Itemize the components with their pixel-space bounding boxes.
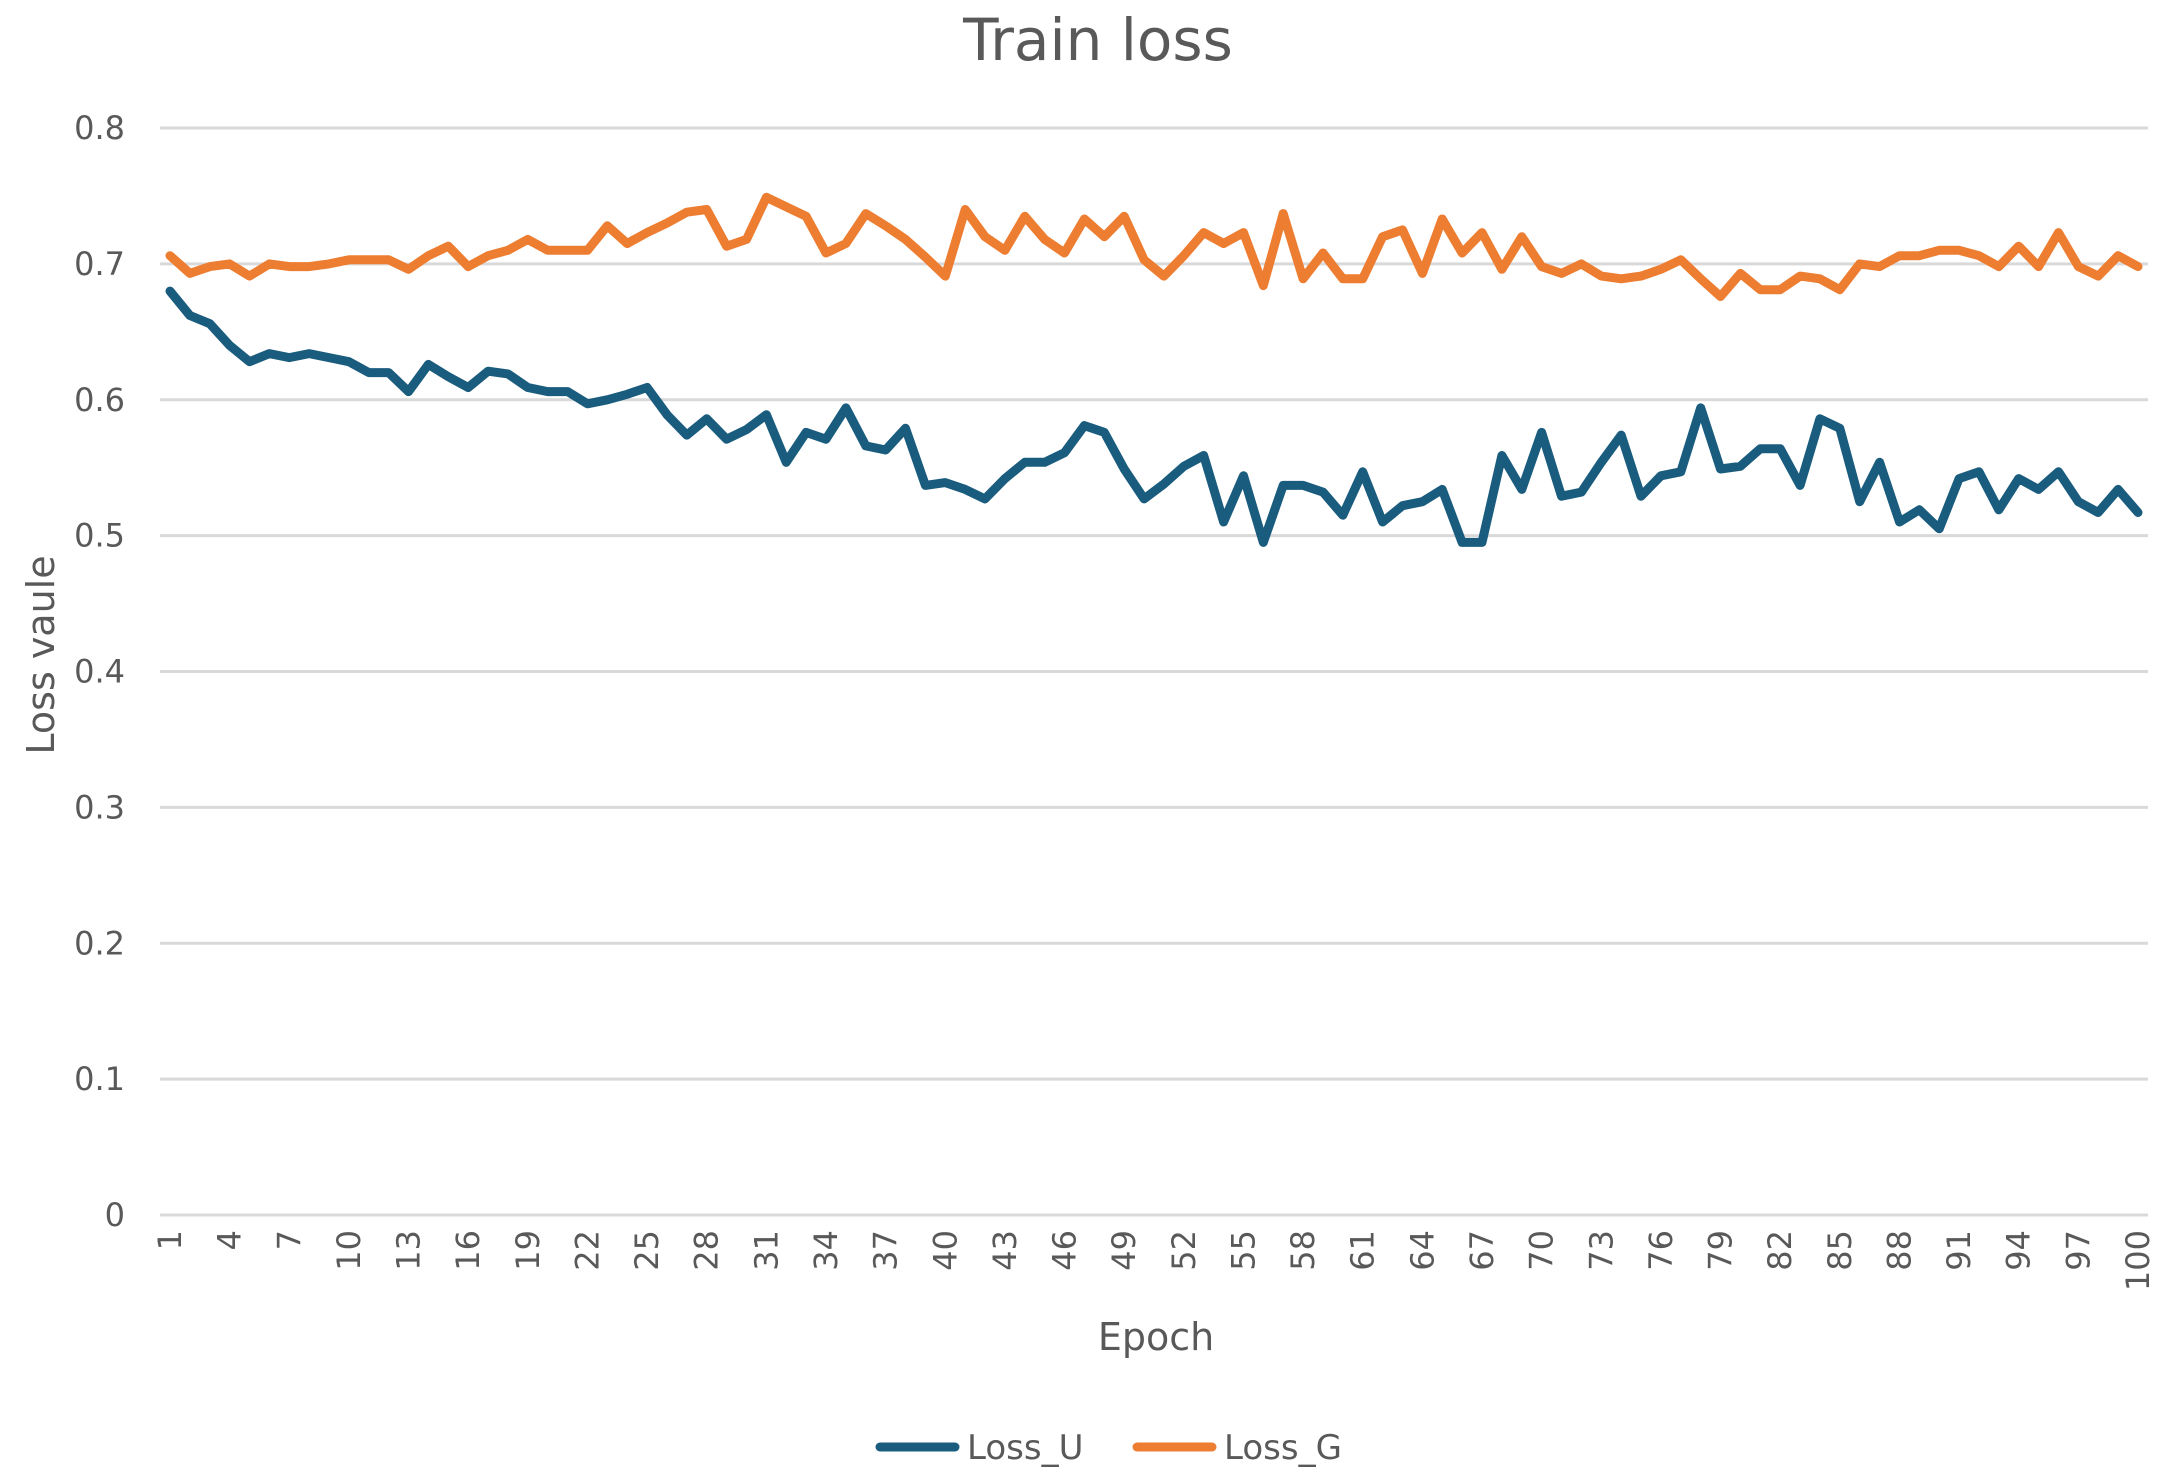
y-tick-label: 0.8 (74, 109, 125, 147)
x-tick-label: 1 (151, 1230, 189, 1250)
legend: Loss_U Loss_G (875, 1428, 1342, 1468)
gridlines (160, 126, 2148, 1217)
x-tick-label: 16 (449, 1230, 487, 1271)
legend-label: Loss_G (1224, 1428, 1342, 1468)
x-tick-label: 55 (1224, 1230, 1262, 1271)
x-axis-ticks: 1 4 7 10 13 16 19 22 25 28 31 34 37 40 43 46 49 52 55 58 61 6… (151, 1230, 2157, 1291)
x-tick-label: 4 (211, 1230, 249, 1250)
y-tick-label: 0.1 (74, 1060, 125, 1098)
x-tick-label: 73 (1582, 1230, 1620, 1271)
series-line-loss-u (165, 286, 2143, 547)
x-tick-label: 43 (986, 1230, 1024, 1271)
x-tick-label: 61 (1344, 1230, 1382, 1271)
x-tick-label: 94 (2000, 1230, 2038, 1271)
y-tick-label: 0.5 (74, 517, 125, 555)
legend-label: Loss_U (967, 1428, 1083, 1468)
x-tick-label: 67 (1463, 1230, 1501, 1271)
x-tick-label: 19 (509, 1230, 547, 1271)
x-tick-label: 91 (1940, 1230, 1978, 1271)
x-tick-label: 28 (688, 1230, 726, 1271)
y-tick-label: 0 (105, 1196, 125, 1234)
x-tick-label: 31 (747, 1230, 785, 1271)
x-tick-label: 100 (2119, 1230, 2157, 1291)
series-lines (165, 192, 2143, 547)
x-tick-label: 64 (1403, 1230, 1441, 1271)
x-tick-label: 46 (1046, 1230, 1084, 1271)
y-axis-ticks: 0 0.1 0.2 0.3 0.4 0.5 0.6 0.7 0.8 (74, 109, 125, 1234)
x-tick-label: 10 (330, 1230, 368, 1271)
x-axis-title: Epoch (1098, 1315, 1214, 1359)
x-tick-label: 49 (1105, 1230, 1143, 1271)
x-tick-label: 22 (568, 1230, 606, 1271)
x-tick-label: 79 (1702, 1230, 1740, 1271)
x-tick-label: 25 (628, 1230, 666, 1271)
x-tick-label: 58 (1284, 1230, 1322, 1271)
x-tick-label: 34 (807, 1230, 845, 1271)
x-tick-label: 88 (1880, 1230, 1918, 1271)
x-tick-label: 40 (926, 1230, 964, 1271)
y-tick-label: 0.3 (74, 788, 125, 826)
x-tick-label: 76 (1642, 1230, 1680, 1271)
y-axis-title: Loss vaule (19, 555, 63, 754)
x-tick-label: 13 (390, 1230, 428, 1271)
x-tick-label: 82 (1761, 1230, 1799, 1271)
chart-title: Train loss (962, 6, 1233, 74)
y-tick-label: 0.4 (74, 653, 125, 691)
y-tick-label: 0.6 (74, 381, 125, 419)
series-line-loss-g (165, 192, 2143, 301)
y-tick-label: 0.2 (74, 924, 125, 962)
x-tick-label: 52 (1165, 1230, 1203, 1271)
x-tick-label: 97 (2059, 1230, 2097, 1271)
x-tick-label: 70 (1523, 1230, 1561, 1271)
x-tick-label: 37 (867, 1230, 905, 1271)
x-tick-label: 7 (270, 1230, 308, 1250)
x-tick-label: 85 (1821, 1230, 1859, 1271)
y-tick-label: 0.7 (74, 245, 125, 283)
